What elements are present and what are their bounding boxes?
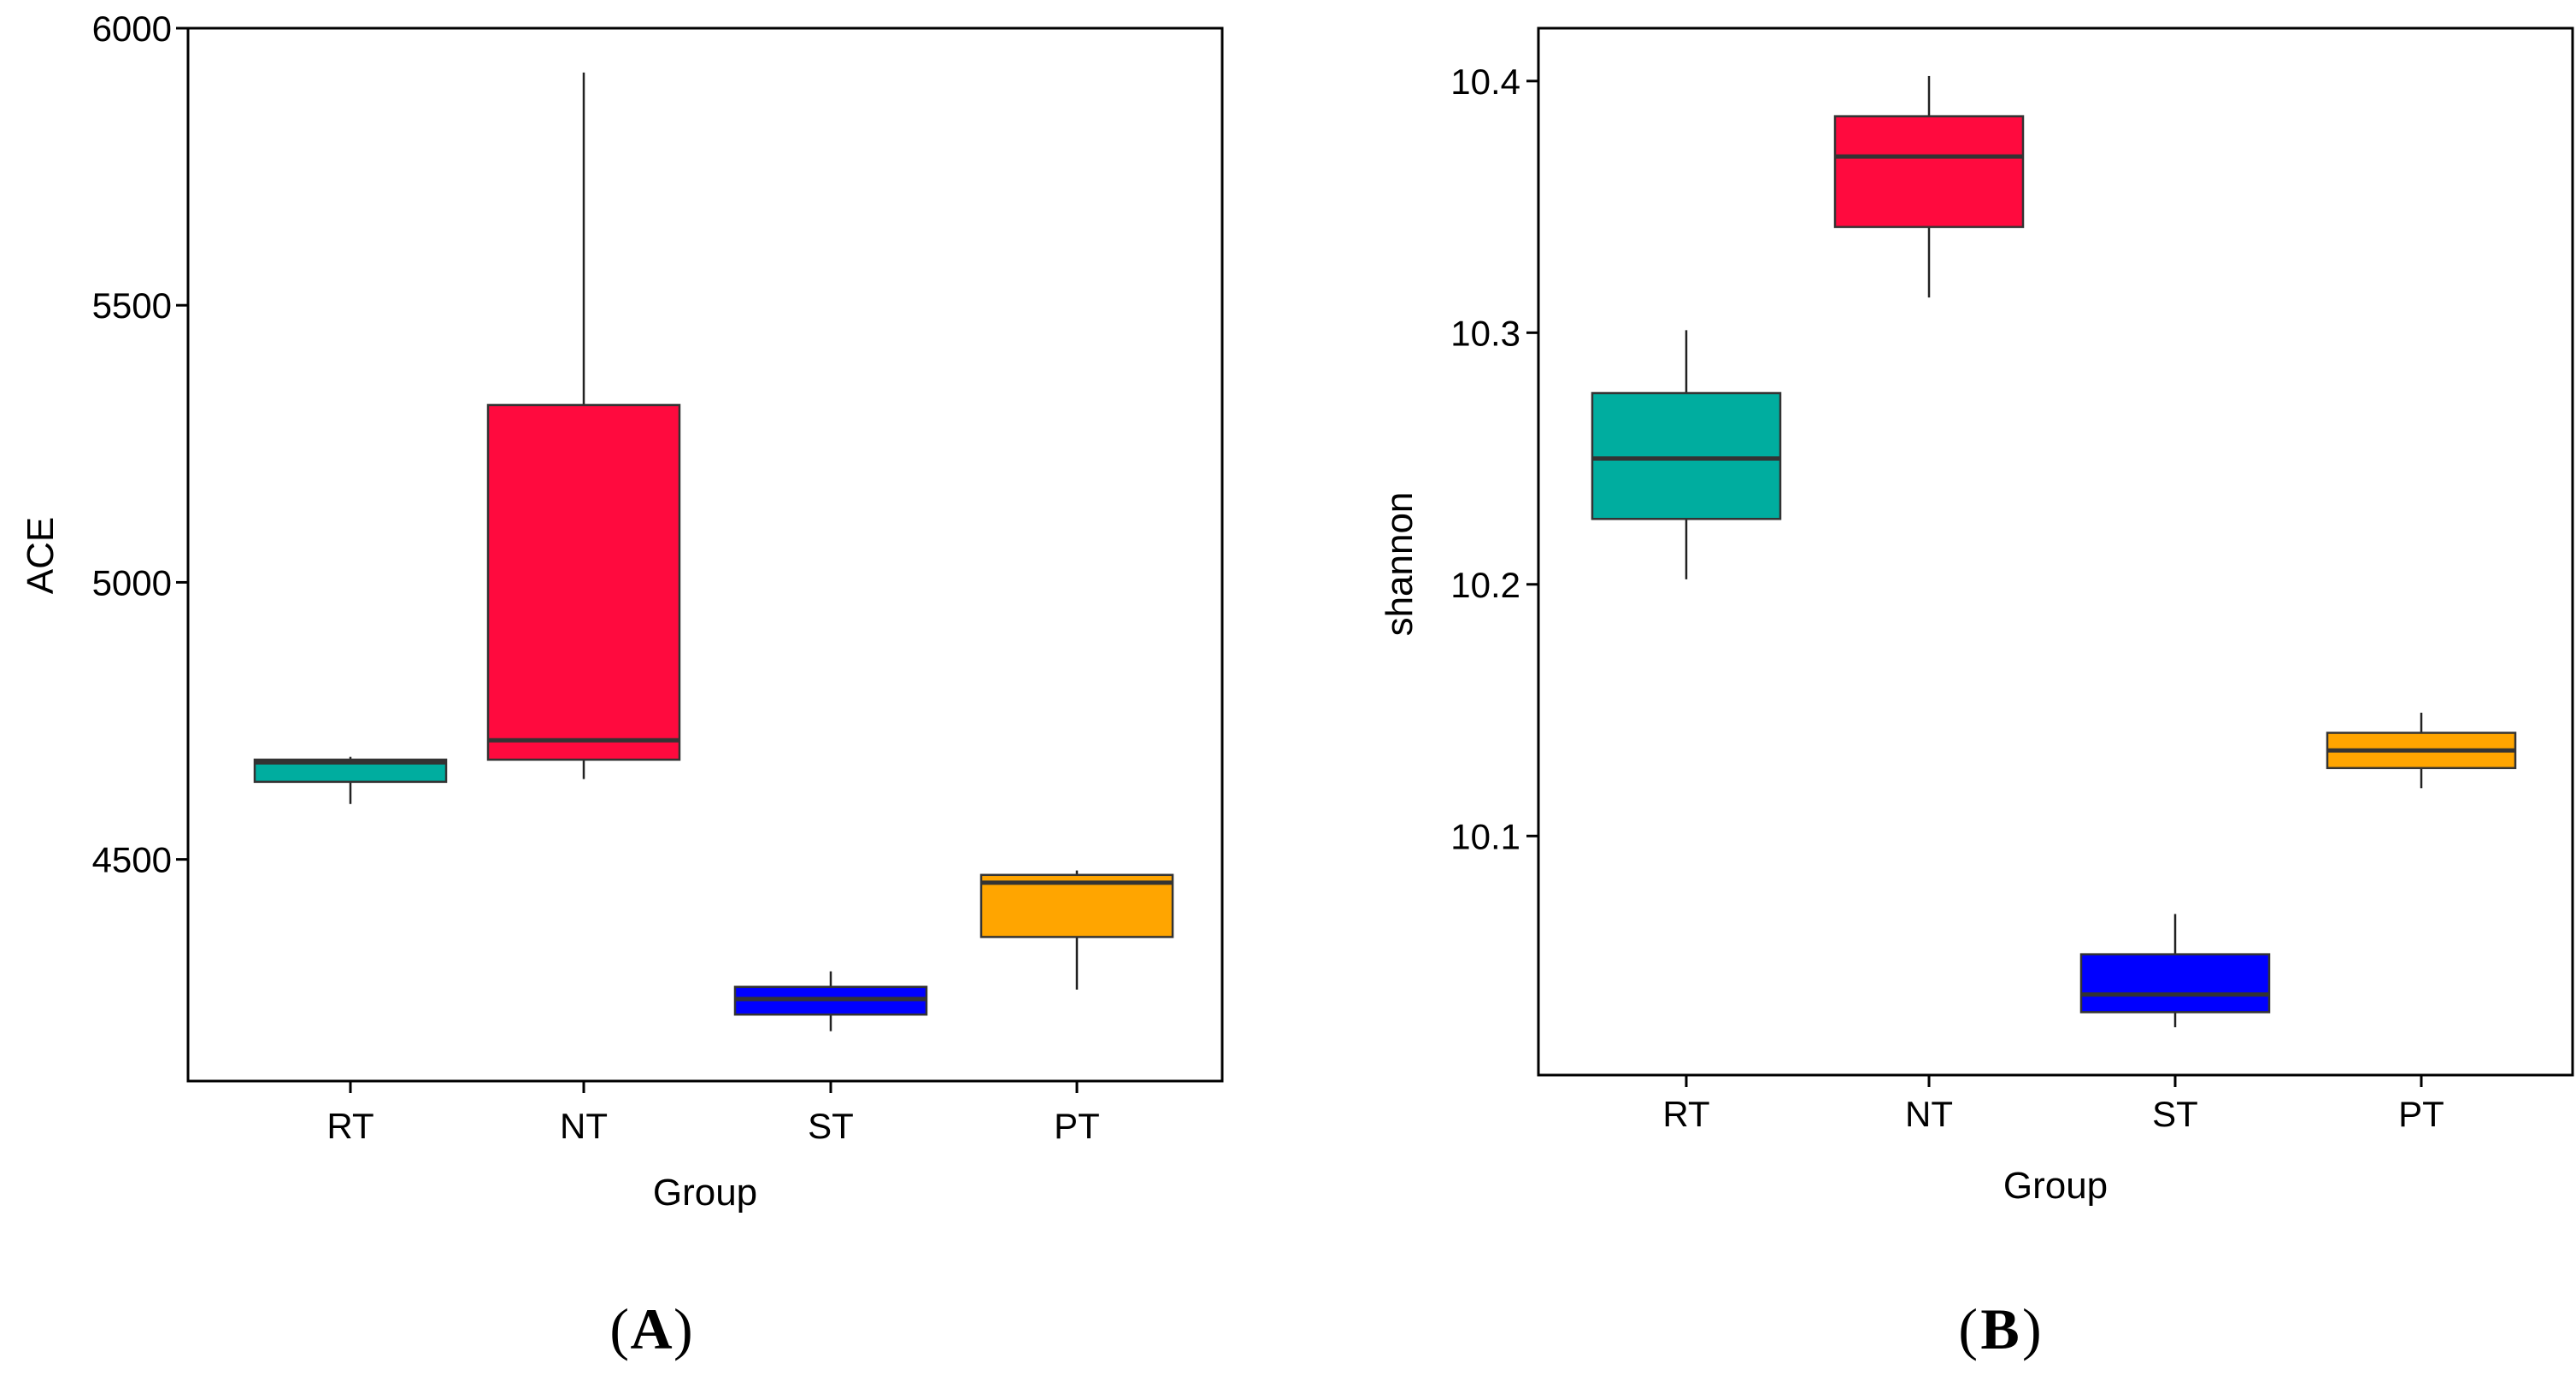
x-tick-label-a-nt: NT: [560, 1106, 608, 1146]
box-a-rt: [253, 756, 448, 804]
y-tick-label-b-0: 10.1: [1450, 816, 1520, 856]
x-tick-label-a-rt: RT: [326, 1106, 373, 1146]
y-tick-label-a-0: 4500: [92, 840, 172, 880]
box-b-st: [2079, 914, 2271, 1028]
box-b-nt: [1833, 75, 2025, 298]
boxes-a: [253, 72, 1174, 1031]
panel-label-b-close-paren: ): [2022, 1296, 2042, 1361]
chart-panel-a: 4500 5000 5500 6000 RT NT ST PT Group ACE ( A …: [20, 9, 1224, 1361]
x-axis-title-a: Group: [653, 1172, 757, 1214]
box-body-a-nt: [486, 403, 681, 761]
x-tick-label-b-nt: NT: [1905, 1094, 1953, 1134]
x-ticks-b: RT NT ST PT: [1662, 1075, 2444, 1134]
box-body-a-pt: [979, 873, 1174, 938]
y-tick-label-b-1: 10.2: [1450, 565, 1520, 605]
y-ticks-a: 4500 5000 5500 6000: [92, 9, 188, 880]
panel-label-b-open-paren: (: [1958, 1296, 1978, 1361]
y-ticks-b: 10.1 10.2 10.3 10.4: [1450, 62, 1538, 856]
panel-label-b: ( B ): [1958, 1296, 2041, 1361]
x-ticks-a: RT NT ST PT: [326, 1081, 1100, 1146]
boxes-b: [1591, 75, 2517, 1028]
y-tick-label-a-3: 6000: [92, 9, 172, 49]
box-a-pt: [979, 870, 1174, 990]
plot-frame-b: [1537, 26, 2574, 1077]
box-b-rt: [1591, 330, 1782, 579]
panel-label-a-open-paren: (: [609, 1296, 629, 1361]
box-b-pt: [2326, 712, 2517, 789]
panel-label-a-close-paren: ): [673, 1296, 693, 1361]
box-a-nt: [486, 72, 681, 779]
x-tick-label-a-pt: PT: [1054, 1106, 1100, 1146]
x-tick-label-b-st: ST: [2152, 1094, 2198, 1134]
y-tick-label-b-3: 10.4: [1450, 62, 1520, 102]
x-tick-label-a-st: ST: [808, 1106, 854, 1146]
chart-panel-b: 10.110.210.310.4 RT NT ST PT Group shannon …: [1379, 26, 2574, 1361]
panel-label-b-letter: B: [1980, 1296, 2019, 1361]
y-axis-title-a: ACE: [20, 517, 62, 594]
y-tick-label-a-1: 5000: [92, 562, 172, 602]
y-tick-label-b-2: 10.3: [1450, 313, 1520, 353]
x-tick-label-b-rt: RT: [1662, 1094, 1709, 1134]
panel-label-a: ( A ): [609, 1296, 692, 1361]
y-axis-title-b: shannon: [1379, 492, 1420, 637]
box-a-st: [733, 971, 928, 1031]
plot-frame-a: [186, 26, 1224, 1083]
box-body-b-rt: [1591, 391, 1782, 520]
x-tick-label-b-pt: PT: [2398, 1094, 2444, 1134]
y-tick-label-a-2: 5500: [92, 285, 172, 326]
box-body-b-st: [2079, 953, 2271, 1014]
panel-label-a-letter: A: [630, 1296, 672, 1361]
box-body-b-nt: [1833, 115, 2025, 228]
x-axis-title-b: Group: [2003, 1165, 2108, 1207]
